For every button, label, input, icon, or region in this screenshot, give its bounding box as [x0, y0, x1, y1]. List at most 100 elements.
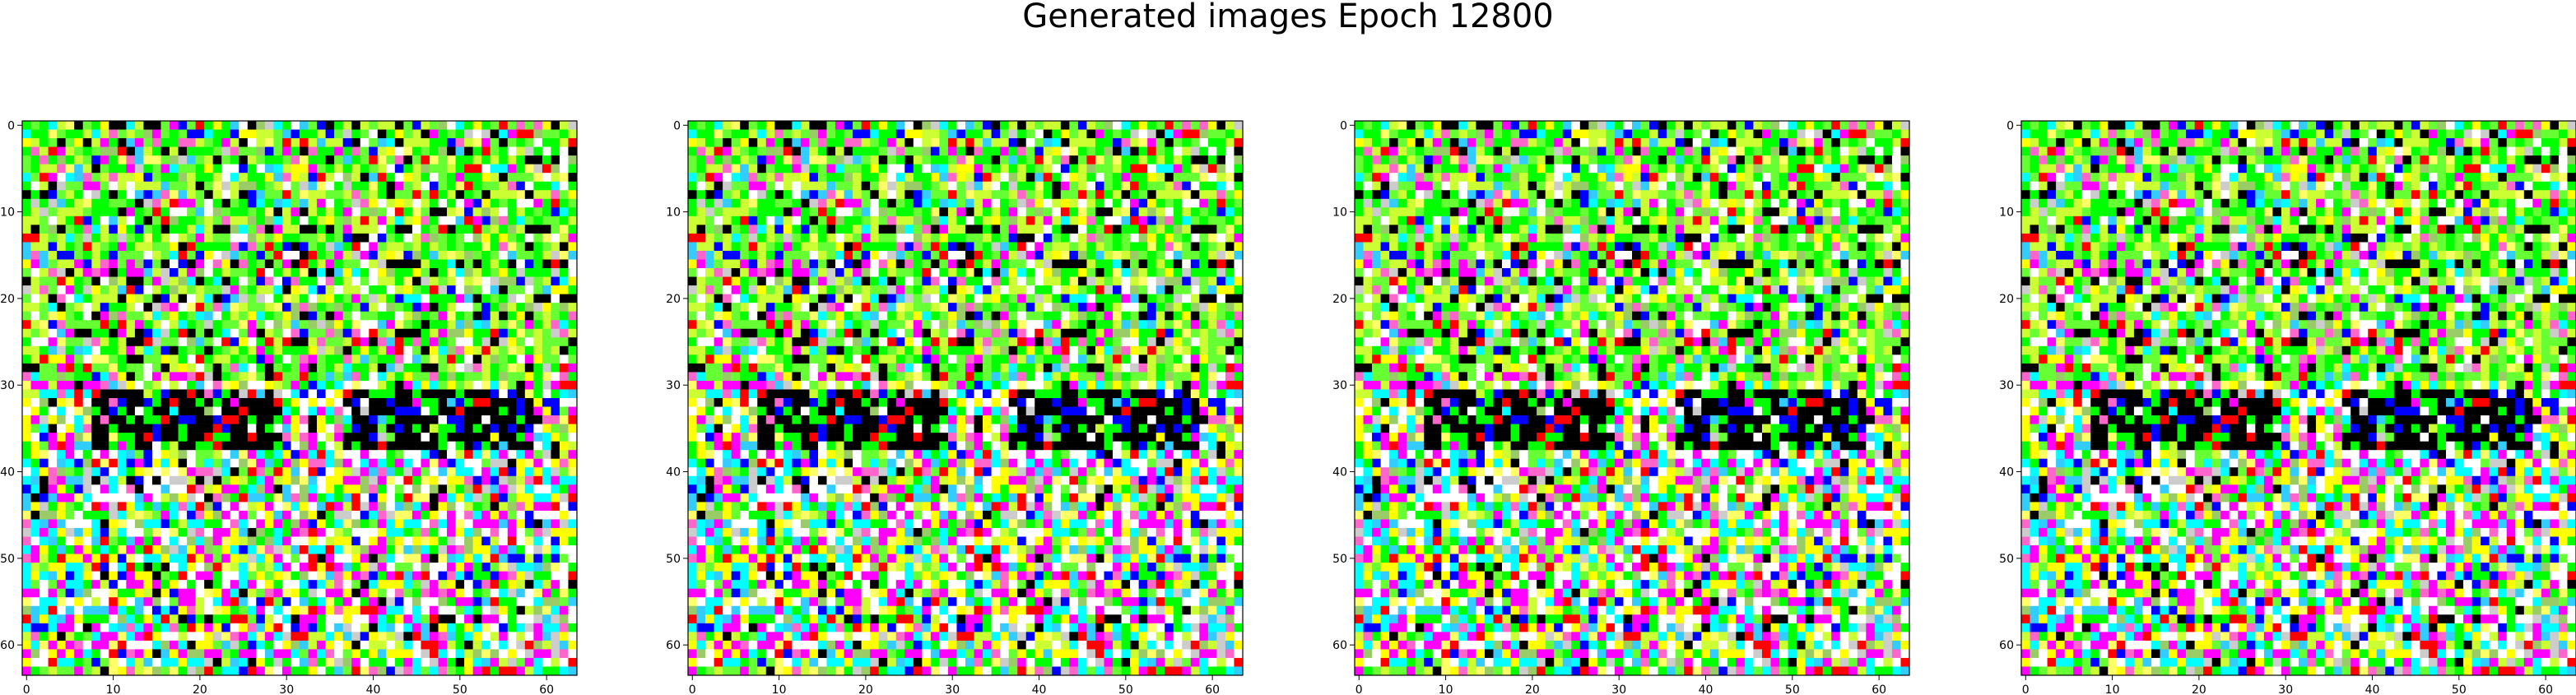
- pixel: [65, 337, 75, 347]
- pixel: [774, 129, 784, 139]
- pixel: [939, 225, 949, 234]
- pixel: [559, 666, 569, 676]
- pixel: [281, 580, 291, 589]
- pixel: [91, 146, 101, 156]
- pixel: [40, 450, 49, 460]
- pixel: [22, 233, 31, 243]
- pixel: [1165, 198, 1174, 208]
- pixel: [765, 181, 775, 191]
- pixel: [524, 571, 534, 581]
- pixel: [160, 276, 170, 286]
- pixel: [48, 207, 58, 217]
- pixel: [447, 155, 456, 164]
- pixel: [1035, 138, 1044, 147]
- pixel: [230, 303, 239, 312]
- pixel: [904, 164, 914, 174]
- pixel: [57, 311, 66, 321]
- pixel: [212, 198, 222, 208]
- pixel: [151, 467, 161, 477]
- pixel: [256, 614, 266, 624]
- pixel: [170, 597, 179, 607]
- pixel: [126, 458, 136, 468]
- pixel: [464, 450, 473, 460]
- pixel: [57, 173, 66, 183]
- pixel: [170, 649, 179, 659]
- pixel: [490, 311, 500, 321]
- pixel: [360, 190, 370, 200]
- pixel: [82, 657, 92, 667]
- pixel: [143, 580, 153, 589]
- pixel: [308, 363, 318, 373]
- pixel: [1086, 207, 1096, 217]
- pixel: [239, 433, 249, 442]
- pixel: [317, 571, 326, 581]
- pixel: [65, 303, 75, 312]
- pixel: [160, 450, 170, 460]
- pixel: [472, 303, 482, 312]
- pixel: [835, 198, 844, 208]
- pixel: [705, 173, 714, 183]
- pixel: [490, 225, 500, 234]
- pixel: [974, 138, 983, 147]
- pixel: [490, 493, 500, 503]
- pixel: [472, 545, 482, 554]
- pixel: [40, 571, 49, 581]
- pixel: [300, 614, 309, 624]
- pixel: [134, 433, 144, 442]
- pixel: [126, 433, 136, 442]
- pixel: [360, 225, 370, 234]
- pixel: [30, 475, 40, 485]
- pixel: [533, 354, 543, 364]
- pixel: [256, 536, 266, 546]
- pixel: [204, 605, 213, 615]
- pixel: [1077, 164, 1087, 174]
- pixel: [40, 493, 49, 503]
- pixel: [351, 441, 361, 451]
- pixel: [490, 467, 500, 477]
- pixel: [65, 328, 75, 338]
- pixel: [421, 268, 430, 277]
- pixel: [160, 173, 170, 183]
- pixel: [109, 527, 119, 537]
- pixel: [342, 424, 352, 433]
- pixel: [895, 129, 905, 139]
- pixel: [559, 510, 569, 520]
- pixel: [256, 484, 266, 494]
- pixel: [792, 207, 802, 217]
- pixel: [273, 450, 283, 460]
- pixel: [757, 181, 767, 191]
- pixel: [230, 467, 239, 477]
- pixel: [91, 276, 101, 286]
- pixel: [334, 250, 343, 260]
- pixel: [447, 433, 456, 442]
- pixel: [551, 268, 560, 277]
- pixel: [377, 320, 387, 330]
- pixel: [22, 657, 31, 667]
- pixel: [853, 207, 862, 217]
- pixel: [334, 519, 343, 529]
- pixel: [559, 527, 569, 537]
- pixel: [360, 424, 370, 433]
- pixel: [221, 588, 231, 598]
- pixel: [30, 389, 40, 399]
- pixel: [542, 268, 551, 277]
- pixel: [481, 121, 491, 130]
- pixel: [40, 605, 49, 615]
- pixel: [714, 173, 723, 183]
- pixel: [134, 614, 144, 624]
- pixel: [516, 155, 526, 164]
- pixel: [464, 198, 473, 208]
- pixel: [170, 190, 179, 200]
- pixel: [1086, 173, 1096, 183]
- pixel: [325, 337, 335, 347]
- pixel: [481, 640, 491, 650]
- pixel: [91, 285, 101, 294]
- pixel: [1095, 138, 1104, 147]
- pixel: [542, 623, 551, 632]
- pixel: [956, 181, 966, 191]
- pixel: [239, 484, 249, 494]
- pixel: [30, 198, 40, 208]
- pixel: [386, 415, 396, 424]
- pixel: [170, 311, 179, 321]
- pixel: [82, 441, 92, 451]
